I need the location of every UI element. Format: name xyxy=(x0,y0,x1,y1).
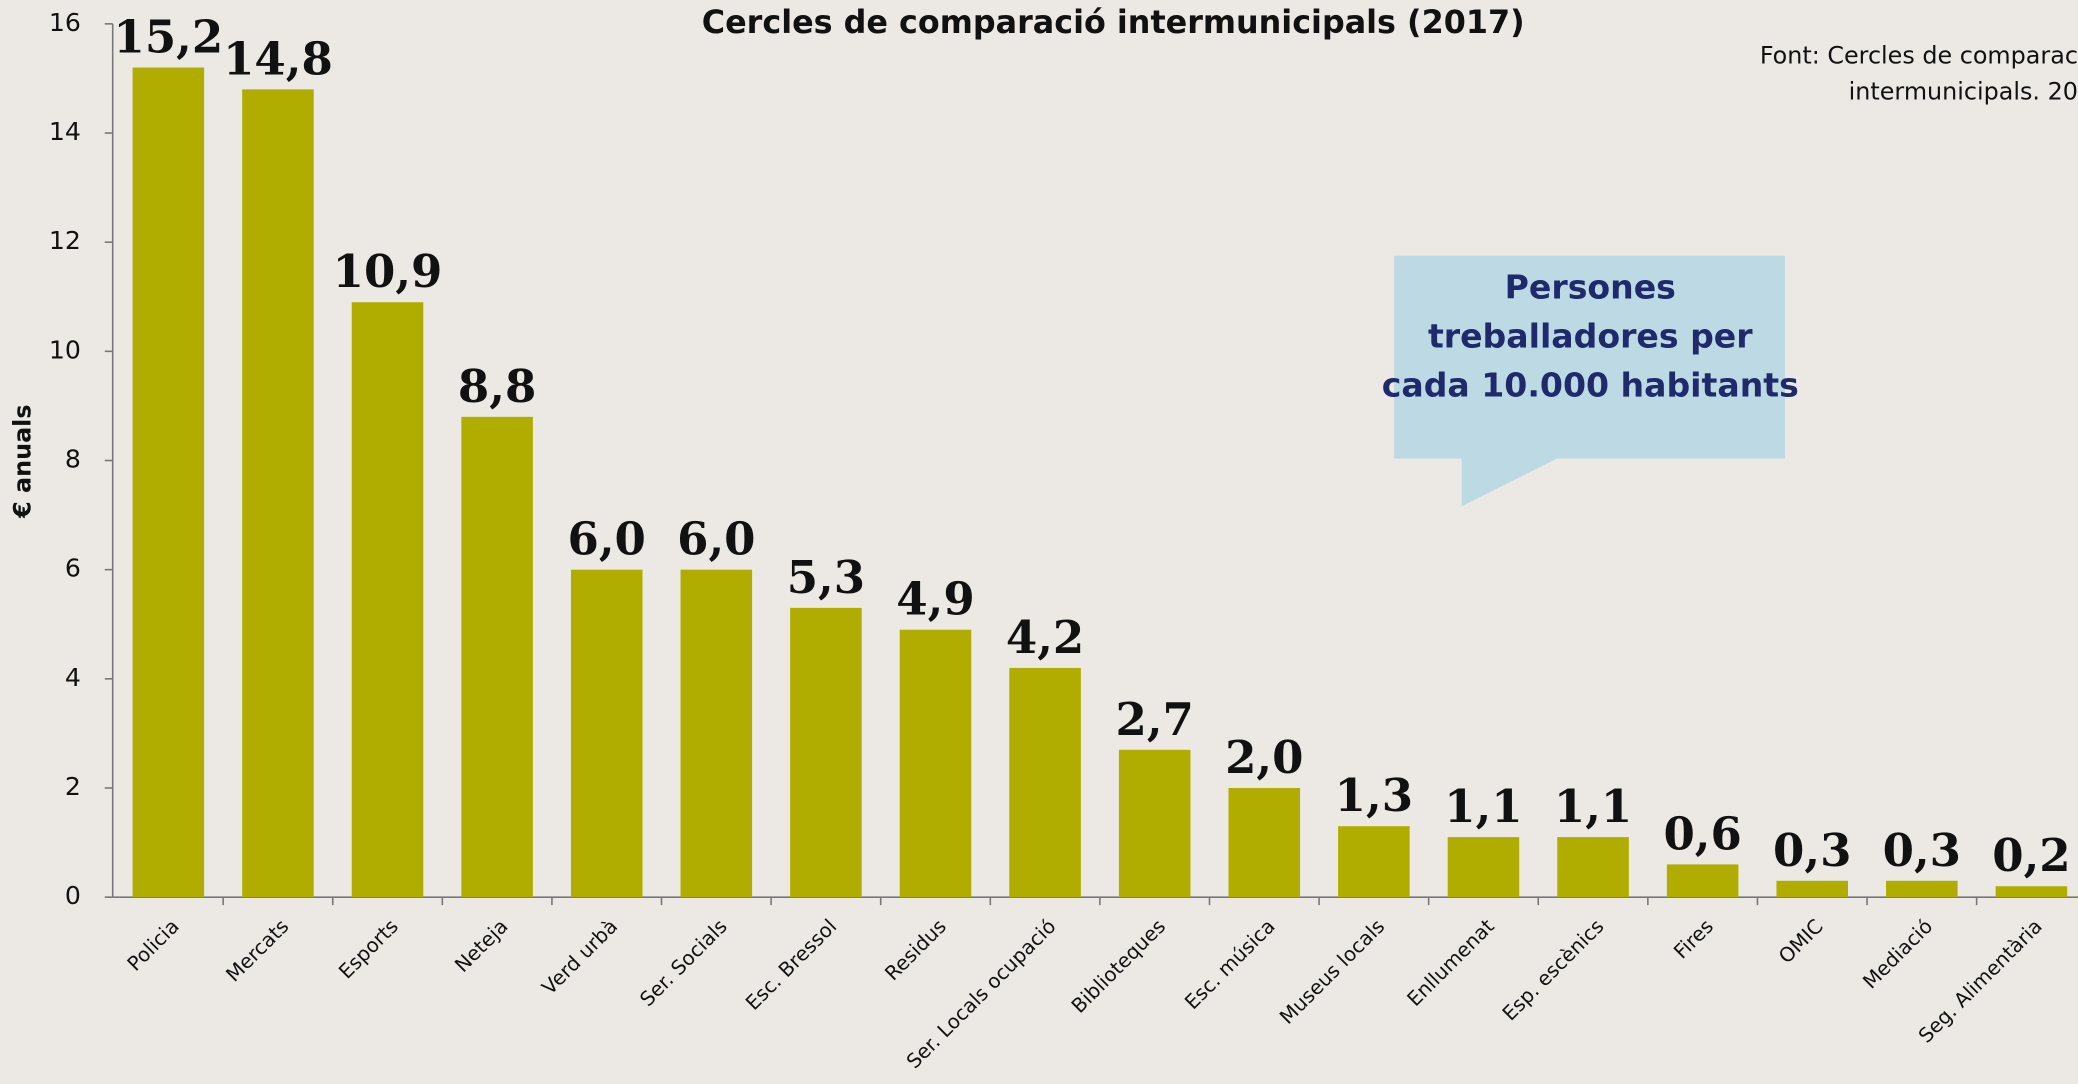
value-label: 6,0 xyxy=(568,513,646,566)
callout-text: treballadores per xyxy=(1428,316,1753,355)
value-label: 2,7 xyxy=(1116,693,1194,746)
bar xyxy=(351,302,424,898)
value-label: 0,3 xyxy=(1883,824,1961,877)
callout: Persones treballadores per cada 10.000 h… xyxy=(1382,255,1799,507)
bar xyxy=(1557,837,1629,898)
bar xyxy=(1228,787,1301,898)
bar xyxy=(461,416,533,898)
bar xyxy=(1995,886,2068,898)
bar xyxy=(899,629,972,898)
x-tick-label: Policia xyxy=(123,915,184,976)
x-tick-label: Mediació xyxy=(1859,915,1938,994)
value-label: 8,8 xyxy=(458,360,536,413)
y-tick-label: 14 xyxy=(49,117,81,146)
bar xyxy=(1776,880,1849,898)
y-tick-label: 4 xyxy=(65,663,81,692)
value-label: 4,2 xyxy=(1006,611,1084,664)
x-tick-label: Esc. Bressol xyxy=(741,915,841,1015)
x-tick-label: Verd urbà xyxy=(538,915,623,1000)
y-tick-label: 12 xyxy=(49,226,81,255)
bar xyxy=(1666,864,1739,898)
y-axis-label: € anuals xyxy=(8,404,36,518)
bar xyxy=(790,607,862,898)
bar xyxy=(1118,749,1191,898)
value-label: 14,8 xyxy=(223,32,333,85)
x-tick-label: OMIC xyxy=(1774,915,1827,968)
value-label: 6,0 xyxy=(677,513,755,566)
value-label: 2,0 xyxy=(1225,731,1303,784)
value-label: 4,9 xyxy=(896,573,974,626)
value-label: 5,3 xyxy=(787,551,865,604)
x-tick-label: Esp. escènics xyxy=(1498,915,1608,1025)
x-tick-label: Mercats xyxy=(222,915,294,987)
x-tick-label: Esports xyxy=(334,915,403,984)
value-label: 1,1 xyxy=(1444,780,1522,833)
bar xyxy=(680,569,753,898)
y-tick-label: 2 xyxy=(65,772,81,801)
chart-title: Cercles de comparació intermunicipals (2… xyxy=(702,4,1525,41)
bar xyxy=(570,569,643,898)
x-tick-label: Enllumenat xyxy=(1403,915,1499,1011)
x-tick-label: Museus locals xyxy=(1275,915,1389,1029)
bar xyxy=(1886,880,1958,898)
source: Font: Cercles de comparac xyxy=(1760,41,2078,69)
y-tick-label: 0 xyxy=(65,881,81,910)
bar xyxy=(1009,667,1081,898)
value-label: 0,6 xyxy=(1663,807,1741,860)
bar xyxy=(132,67,205,898)
y-tick-label: 6 xyxy=(65,554,81,583)
value-label: 0,2 xyxy=(1992,829,2070,882)
value-label: 0,3 xyxy=(1773,824,1851,877)
x-tick-label: Seg. Alimentària xyxy=(1914,915,2047,1048)
value-label: 15,2 xyxy=(113,11,223,64)
callout-text: cada 10.000 habitants xyxy=(1382,365,1799,404)
source: intermunicipals. 20 xyxy=(1849,77,2078,105)
value-label: 1,3 xyxy=(1335,769,1413,822)
x-tick-label: Residus xyxy=(880,915,950,985)
bar xyxy=(1447,837,1520,898)
x-tick-label: Biblioteques xyxy=(1067,915,1170,1018)
x-tick-label: Fires xyxy=(1669,915,1718,964)
x-tick-label: Esc. música xyxy=(1180,915,1279,1014)
y-tick-label: 8 xyxy=(65,445,81,474)
x-tick-label: Neteja xyxy=(450,915,512,977)
bar xyxy=(242,89,314,898)
value-label: 10,9 xyxy=(333,245,443,298)
callout-box xyxy=(1394,255,1786,507)
callout-text: Persones xyxy=(1505,267,1676,306)
value-label: 1,1 xyxy=(1554,780,1632,833)
x-tick-label: Ser. Socials xyxy=(636,915,732,1011)
y-tick-label: 16 xyxy=(49,8,81,37)
bar xyxy=(1338,826,1410,898)
y-tick-label: 10 xyxy=(49,335,81,364)
